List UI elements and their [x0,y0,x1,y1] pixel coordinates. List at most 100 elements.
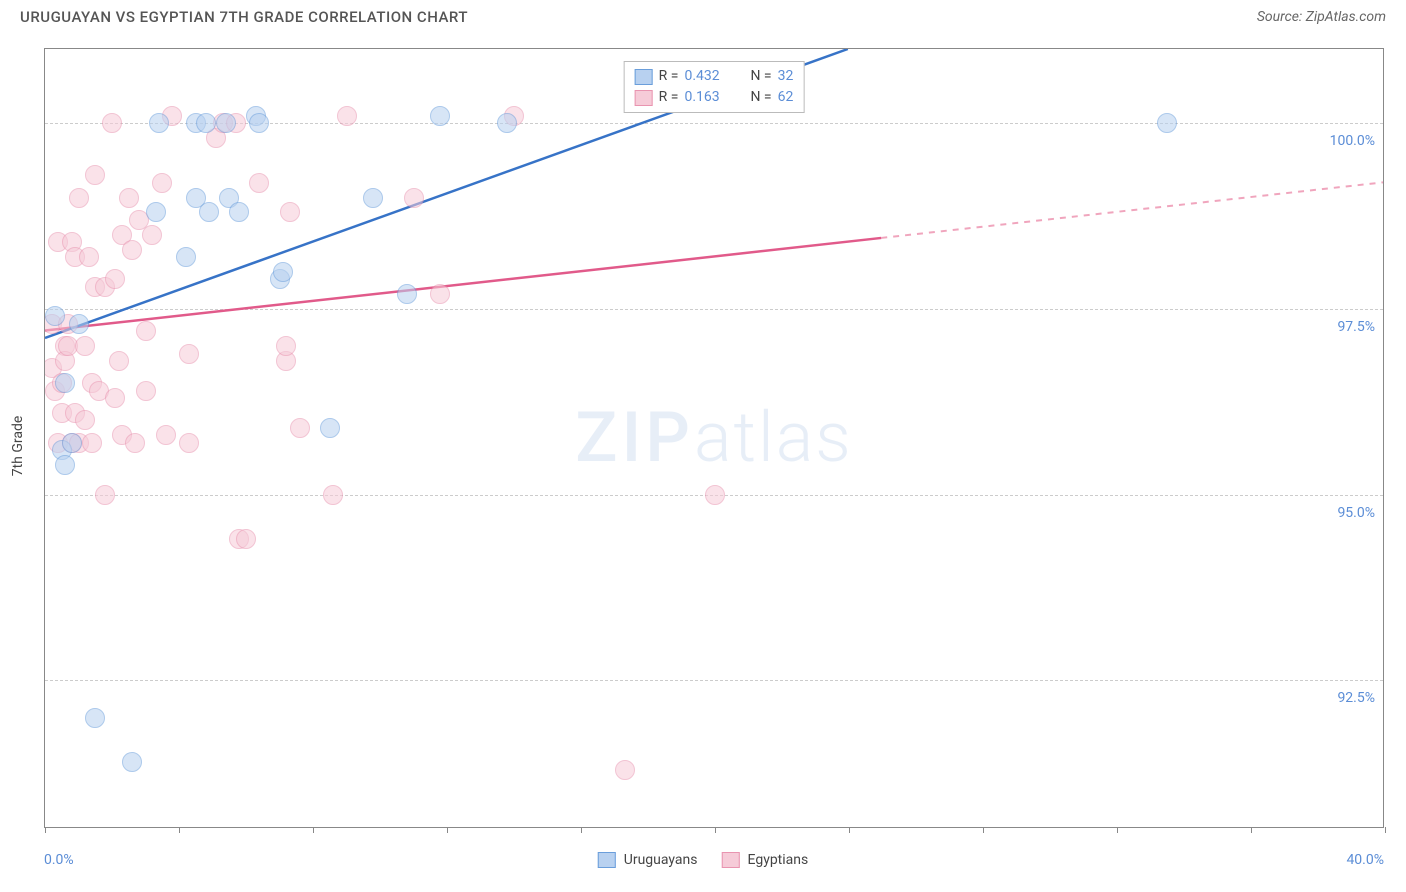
scatter-point [55,455,75,475]
legend-correlation: R =0.432 N = 32 R =0.163 N = 62 [624,61,805,113]
legend-item-label: Uruguayans [624,852,698,868]
scatter-point [320,418,340,438]
legend-r-value: 0.163 [684,87,736,108]
scatter-point [55,373,75,393]
scatter-point [125,433,145,453]
scatter-point [146,202,166,222]
scatter-point [45,306,65,326]
legend-swatch [635,69,653,85]
scatter-point [119,188,139,208]
legend-swatch [635,90,653,106]
x-tick [581,827,582,833]
chart-title: URUGUAYAN VS EGYPTIAN 7TH GRADE CORRELAT… [20,8,468,26]
legend-item: Egyptians [722,852,809,868]
scatter-point [249,173,269,193]
scatter-point [363,188,383,208]
x-axis-max-label: 40.0% [1346,852,1384,868]
scatter-point [179,433,199,453]
scatter-point [109,351,129,371]
scatter-point [430,284,450,304]
legend-row: R =0.432 N = 32 [635,66,794,87]
scatter-point [152,173,172,193]
x-tick [849,827,850,833]
scatter-point [156,425,176,445]
scatter-point [705,485,725,505]
scatter-point [105,269,125,289]
scatter-point [136,321,156,341]
scatter-point [95,485,115,505]
scatter-point [75,336,95,356]
trend-lines [45,49,1383,827]
scatter-point [199,202,219,222]
scatter-point [105,388,125,408]
scatter-point [75,410,95,430]
y-axis-title: 7th Grade [10,416,26,477]
legend-series: Uruguayans Egyptians [598,852,808,868]
scatter-point [82,433,102,453]
legend-r-label: R = [659,87,679,108]
x-tick [179,827,180,833]
scatter-point [85,708,105,728]
scatter-point [1157,113,1177,133]
scatter-point [196,113,216,133]
scatter-point [102,113,122,133]
x-tick [1251,827,1252,833]
scatter-point [85,165,105,185]
scatter-point [249,113,269,133]
y-tick-label: 92.5% [1337,690,1375,706]
legend-n-label: N = [750,66,771,87]
scatter-point [615,760,635,780]
source-label: Source: ZipAtlas.com [1257,9,1386,25]
scatter-point [62,433,82,453]
legend-r-value: 0.432 [684,66,736,87]
scatter-point [179,344,199,364]
scatter-point [290,418,310,438]
scatter-point [229,202,249,222]
gridline-h [45,309,1383,310]
legend-n-value: 32 [778,66,794,87]
gridline-h [45,680,1383,681]
scatter-point [149,113,169,133]
legend-r-label: R = [659,66,679,87]
header: URUGUAYAN VS EGYPTIAN 7TH GRADE CORRELAT… [0,0,1406,30]
scatter-point [142,225,162,245]
legend-n-value: 62 [778,87,794,108]
legend-swatch [722,852,740,868]
scatter-point [176,247,196,267]
scatter-point [69,314,89,334]
legend-item: Uruguayans [598,852,698,868]
scatter-point [280,202,300,222]
legend-swatch [598,852,616,868]
scatter-point [397,284,417,304]
scatter-point [236,529,256,549]
scatter-point [273,262,293,282]
chart-container: ZIPatlas R =0.432 N = 32 R =0.163 N = 62 92.5… [44,48,1384,828]
y-tick-label: 100.0% [1330,133,1375,149]
scatter-point [323,485,343,505]
scatter-point [216,113,236,133]
scatter-point [122,240,142,260]
scatter-point [337,106,357,126]
x-tick [983,827,984,833]
x-tick [313,827,314,833]
scatter-point [136,381,156,401]
watermark: ZIPatlas [575,397,853,479]
y-tick-label: 95.0% [1337,505,1375,521]
scatter-point [497,113,517,133]
legend-row: R =0.163 N = 62 [635,87,794,108]
legend-item-label: Egyptians [748,852,809,868]
y-tick-label: 97.5% [1337,319,1375,335]
x-tick [45,827,46,833]
x-axis-min-label: 0.0% [44,852,74,868]
scatter-point [430,106,450,126]
plot-area: ZIPatlas R =0.432 N = 32 R =0.163 N = 62 92.5… [45,49,1383,827]
legend-n-label: N = [750,87,771,108]
scatter-point [69,188,89,208]
x-tick [715,827,716,833]
scatter-point [122,752,142,772]
scatter-point [276,336,296,356]
scatter-point [404,188,424,208]
scatter-point [79,247,99,267]
x-tick [1117,827,1118,833]
x-tick [447,827,448,833]
